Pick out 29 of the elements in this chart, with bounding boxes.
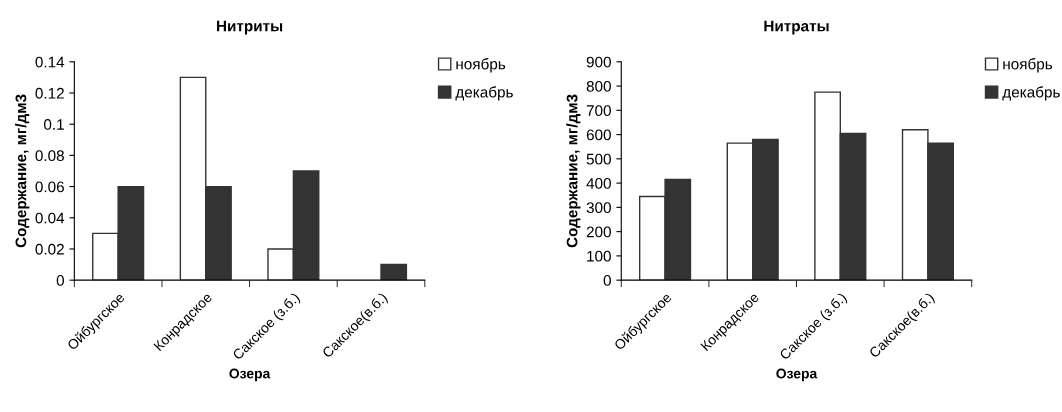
y-tick-label: 500 bbox=[586, 153, 611, 165]
y-tick-label: 400 bbox=[586, 177, 611, 189]
y-tick-label: 0.1 bbox=[43, 119, 64, 130]
x-axis-title: Озера bbox=[776, 368, 818, 382]
y-tick-label: 0.08 bbox=[35, 150, 64, 162]
y-tick-label: 100 bbox=[587, 250, 611, 262]
legend-label: ноябрь bbox=[456, 58, 506, 73]
y-tick-label: 700 bbox=[586, 105, 611, 117]
chart-title: Нитриты bbox=[217, 20, 283, 35]
y-axis-title: Содержание, мг/дм3 bbox=[566, 94, 581, 248]
y-tick-label: 0 bbox=[603, 275, 611, 286]
y-tick-label: 0.02 bbox=[35, 243, 64, 255]
y-tick-label: 0.06 bbox=[35, 181, 64, 193]
y-axis-title: Содержание, мг/дм3 bbox=[15, 94, 30, 248]
y-tick-label: 0 bbox=[56, 275, 65, 286]
y-tick-label: 900 bbox=[586, 56, 611, 68]
y-tick-label: 600 bbox=[586, 129, 611, 141]
legend-label: ноябрь bbox=[1003, 58, 1053, 73]
y-tick-label: 0.04 bbox=[35, 212, 65, 224]
x-axis-title: Озера bbox=[229, 368, 271, 382]
bar bbox=[380, 263, 408, 281]
y-tick-label: 0.14 bbox=[35, 56, 65, 68]
y-tick-label: 200 bbox=[586, 226, 611, 238]
y-tick-label: 300 bbox=[586, 202, 611, 214]
legend-label: декабрь bbox=[455, 86, 513, 101]
y-tick-label: 800 bbox=[586, 80, 611, 92]
chart-title: Нитраты bbox=[764, 20, 829, 35]
legend-label: декабрь bbox=[1002, 86, 1060, 101]
y-tick-label: 0.12 bbox=[35, 87, 64, 99]
